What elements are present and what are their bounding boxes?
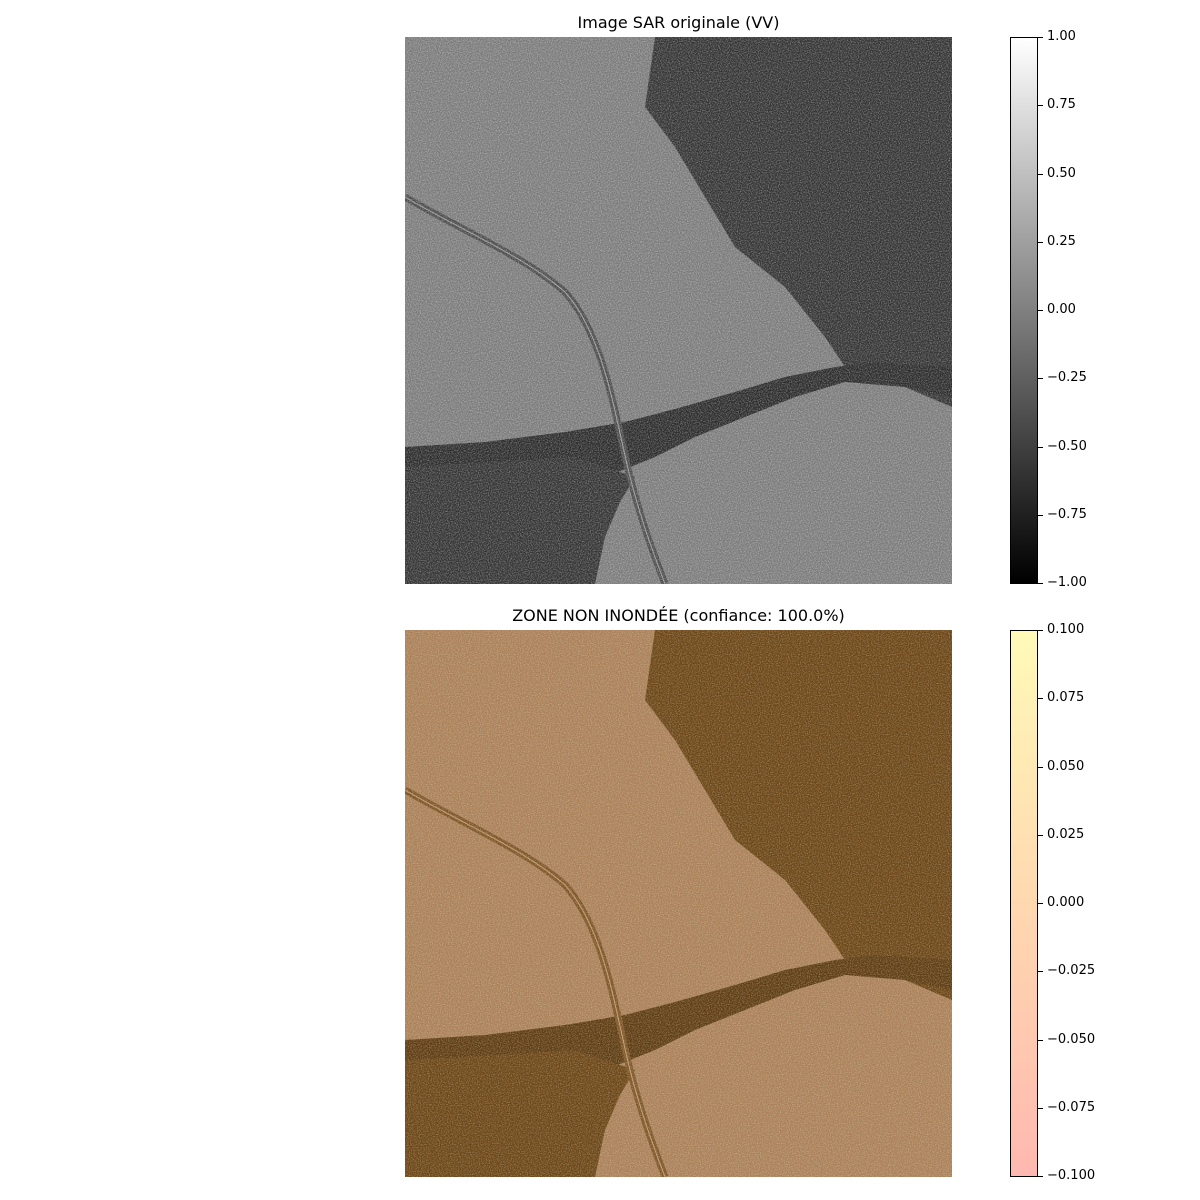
flood-result-svg xyxy=(405,630,952,1177)
colorbar-tick-label: 0.000 xyxy=(1047,895,1085,910)
colorbar-tick-mark xyxy=(1038,37,1043,38)
colorbar-tick-label: 0.075 xyxy=(1047,690,1085,706)
colorbar-tick-label: −0.50 xyxy=(1047,438,1087,454)
sar-image xyxy=(405,37,952,584)
colorbar-tick-mark xyxy=(1038,583,1043,584)
colorbar-tick-label: −0.100 xyxy=(1047,1168,1096,1183)
colorbar-tick-label: −0.025 xyxy=(1047,963,1096,979)
colorbar-tick-label: 0.100 xyxy=(1047,622,1085,637)
colorbar-tick-label: 1.00 xyxy=(1047,29,1076,44)
colorbar-tick-label: 0.00 xyxy=(1047,302,1076,317)
colorbar-tick-label: 0.50 xyxy=(1047,165,1076,181)
colorbar-tick-label: −0.050 xyxy=(1047,1031,1096,1047)
overlay-speckle-texture xyxy=(405,630,952,1177)
flood-result-image xyxy=(405,630,952,1177)
colorbar-tick-label: 0.050 xyxy=(1047,758,1085,774)
colorbar-tick-label: 0.75 xyxy=(1047,97,1076,113)
flood-colorbar xyxy=(1010,630,1038,1177)
colorbar-tick-mark xyxy=(1038,310,1043,311)
colorbar-tick-label: 0.025 xyxy=(1047,826,1085,842)
sar-image-title: Image SAR originale (VV) xyxy=(577,13,780,32)
colorbar-tick-mark xyxy=(1038,514,1043,516)
colorbar-tick-mark xyxy=(1038,173,1043,175)
colorbar-tick-label: −0.25 xyxy=(1047,370,1087,386)
colorbar-tick-mark xyxy=(1038,378,1043,380)
colorbar-tick-mark xyxy=(1038,630,1043,631)
colorbar-tick-mark xyxy=(1038,698,1043,700)
colorbar-tick-label: −1.00 xyxy=(1047,575,1087,590)
sar-speckle-texture xyxy=(405,37,952,584)
colorbar-tick-mark xyxy=(1038,1107,1043,1109)
sar-colorbar xyxy=(1010,37,1038,584)
colorbar-tick-mark xyxy=(1038,903,1043,904)
colorbar-tick-mark xyxy=(1038,105,1043,107)
colorbar-tick-mark xyxy=(1038,834,1043,836)
sar-image-svg xyxy=(405,37,952,584)
colorbar-tick-mark xyxy=(1038,241,1043,243)
colorbar-tick-mark xyxy=(1038,766,1043,768)
colorbar-tick-mark xyxy=(1038,446,1043,448)
colorbar-tick-label: −0.075 xyxy=(1047,1099,1096,1115)
colorbar-tick-label: 0.25 xyxy=(1047,233,1076,249)
flood-result-title: ZONE NON INONDÉE (confiance: 100.0%) xyxy=(512,606,845,625)
colorbar-tick-mark xyxy=(1038,971,1043,973)
colorbar-tick-label: −0.75 xyxy=(1047,506,1087,522)
colorbar-tick-mark xyxy=(1038,1039,1043,1041)
colorbar-tick-mark xyxy=(1038,1176,1043,1177)
